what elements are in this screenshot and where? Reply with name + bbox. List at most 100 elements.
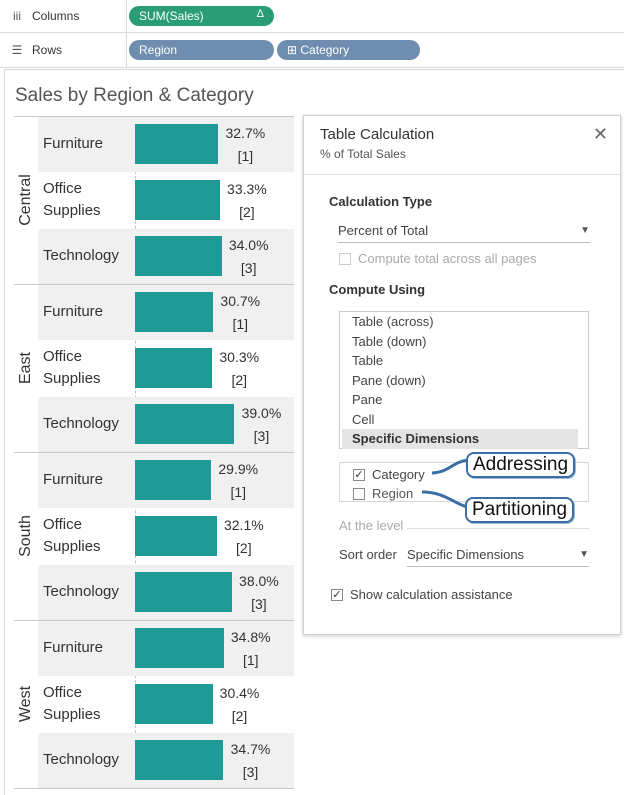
rows-shelf-label: ☰ Rows [0,33,127,67]
category-label: Office Supplies [43,516,101,555]
at-level-dropdown[interactable] [407,528,589,529]
table-calculation-panel: Table Calculation % of Total Sales ✕ Cal… [303,115,621,635]
region-block [14,116,294,285]
bar-value-label: 33.3% [2] [220,178,274,224]
sort-order-dropdown[interactable]: Specific Dimensions ▼ [407,543,589,567]
category-label: Office Supplies [43,180,101,219]
bar[interactable] [135,124,219,164]
region-pill-label: Region [139,43,178,57]
list-item[interactable]: Pane [352,392,383,407]
category-dimension-label: Category [372,467,425,482]
bar[interactable] [135,628,224,668]
bar-index-label: [2] [231,708,248,724]
category-dimension-checkbox[interactable]: ✓ Category [353,467,425,482]
category-label: Technology [43,415,119,432]
panel-subtitle: % of Total Sales [320,147,406,161]
bar-value-label: 30.3% [2] [212,346,266,392]
list-item[interactable]: Table (down) [352,333,427,349]
category-pill[interactable]: ⊞ Category [277,40,420,60]
viz-title: Sales by Region & Category [15,85,254,106]
category-label: Furniture [43,135,104,152]
bar-value-label: 38.0% [3] [232,570,286,616]
addressing-annotation: Addressing [466,452,576,478]
list-item[interactable]: Cell [352,411,375,427]
bar-value-label: 32.1% [2] [217,514,271,560]
region-name: West [17,685,34,723]
bar-index-label: [3] [251,596,267,612]
category-label: Furniture [43,639,104,656]
chart-bottom-rule [14,788,294,789]
bar-value-label: 34.0% [3] [222,234,276,280]
show-assistance-checkbox[interactable]: ✓ Show calculation assistance [331,587,513,602]
bar[interactable] [135,460,212,500]
calc-type-value: Percent of Total [338,223,429,238]
region-block [14,284,294,453]
region-label: South [14,452,38,620]
compute-using-list[interactable]: Table (across) Table (down) Table Pane (… [339,311,589,449]
bar-percent-label: 34.7% [230,741,271,757]
panel-divider [304,174,620,175]
category-label: Furniture [43,471,104,488]
columns-shelf: iii Columns SUM(Sales) Δ [0,0,624,33]
partitioning-annotation: Partitioning [465,497,575,523]
calc-type-dropdown[interactable]: Percent of Total ▼ [338,219,590,243]
bar-value-label: 32.7% [1] [218,122,272,168]
compute-using-heading: Compute Using [329,282,426,297]
panel-title: Table Calculation [320,126,435,143]
region-block [14,620,294,789]
compute-all-pages-checkbox[interactable]: Compute total across all pages [339,251,536,266]
at-level-label: At the level [339,518,404,533]
bar-index-label: [2] [231,372,248,388]
bar-value-label: 30.4% [2] [213,682,267,728]
bar[interactable] [135,404,235,444]
bar[interactable] [135,348,213,388]
rows-icon: ☰ [11,43,23,57]
region-pill[interactable]: Region [129,40,274,60]
category-label: Technology [43,247,119,264]
category-label: Office Supplies [43,348,101,387]
bar[interactable] [135,740,224,780]
bar-index-label: [1] [230,484,247,500]
sum-sales-pill-label: SUM(Sales) [139,9,204,23]
bar-value-label: 34.8% [1] [224,626,278,672]
rows-label: Rows [32,43,63,57]
bar-percent-label: 34.8% [230,629,271,645]
list-item[interactable]: Table (across) [352,314,434,329]
list-item-selected[interactable]: Specific Dimensions [342,429,578,449]
region-name: Central [17,174,35,226]
category-label: Technology [43,583,119,600]
columns-label: Columns [32,9,80,23]
bar[interactable] [135,292,214,332]
bar-value-label: 29.9% [1] [211,458,265,504]
bar-percent-label: 32.7% [225,125,266,141]
bar[interactable] [135,572,232,612]
compute-all-pages-label: Compute total across all pages [358,251,537,266]
bar[interactable] [135,236,222,276]
chevron-down-icon: ▼ [580,225,590,236]
checkmark-icon: ✓ [353,468,365,481]
region-dimension-checkbox[interactable]: Region [353,486,413,501]
bar-percent-label: 34.0% [228,237,269,253]
category-pill-label: ⊞ Category [287,43,350,57]
bar-index-label: [1] [237,148,254,164]
list-item[interactable]: Table [352,353,384,368]
category-label: Technology [43,751,119,768]
columns-icon: iii [13,9,21,23]
sum-sales-pill[interactable]: SUM(Sales) Δ [129,6,274,26]
bar[interactable] [135,684,213,724]
bar-percent-label: 38.0% [239,573,279,589]
bar[interactable] [135,180,220,220]
bar-index-label: [3] [253,428,270,444]
close-icon[interactable]: ✕ [592,124,608,144]
bar-index-label: [2] [236,540,252,556]
calc-type-heading: Calculation Type [329,194,433,209]
region-name: South [17,515,34,557]
table-calc-delta-icon: Δ [256,8,264,20]
list-item[interactable]: Pane (down) [352,372,426,388]
bar-index-label: [1] [242,652,259,668]
bar[interactable] [135,516,217,556]
bar-index-label: [3] [242,764,259,780]
bar-value-label: 30.7% [1] [213,290,267,336]
sort-order-label: Sort order [339,547,397,562]
region-label: Central [14,116,38,284]
